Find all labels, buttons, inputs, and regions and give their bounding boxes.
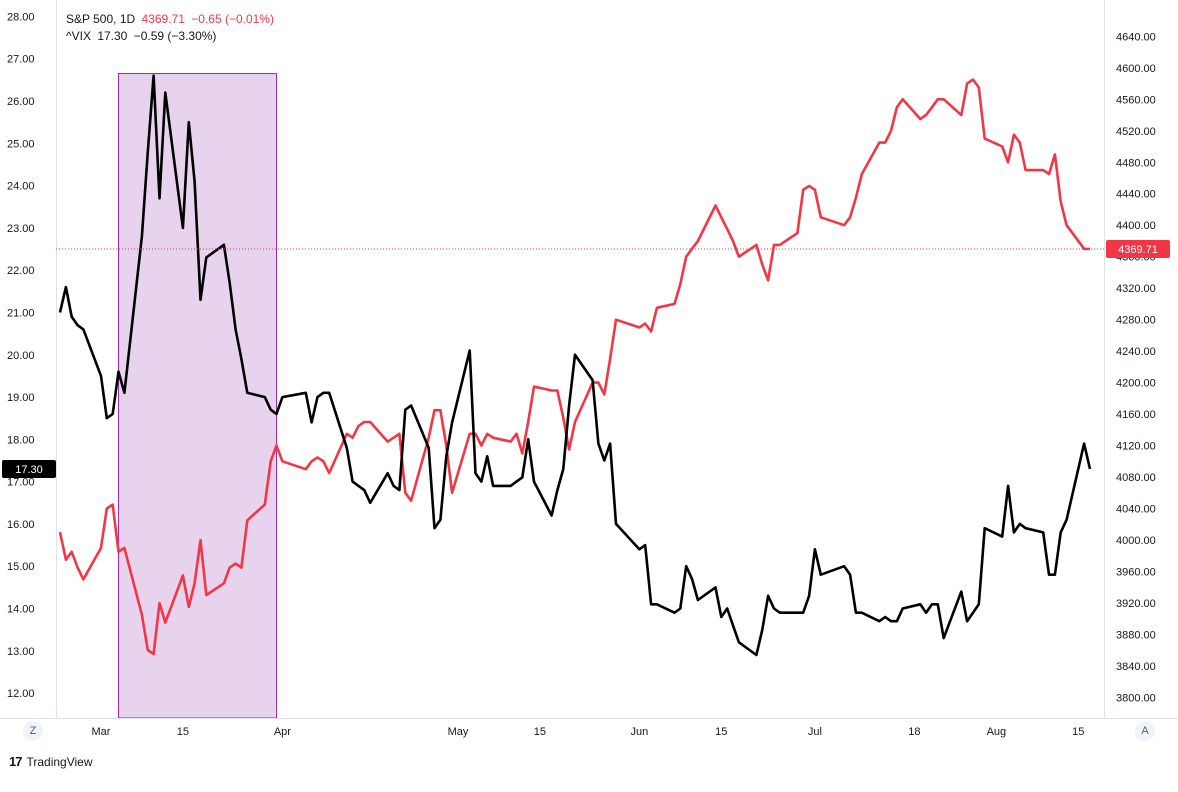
tradingview-name: TradingView xyxy=(26,754,93,769)
left-tick-label: 26.00 xyxy=(7,96,35,108)
tradingview-branding[interactable]: 17 TradingView xyxy=(9,754,93,769)
left-tick-label: 18.00 xyxy=(7,434,35,446)
right-tick-label: 3840.00 xyxy=(1116,661,1156,673)
right-tick-label: 4320.00 xyxy=(1116,283,1156,295)
x-tick-label: Aug xyxy=(987,726,1007,738)
series-line-vix[interactable] xyxy=(58,74,1092,657)
right-tick-label: 4240.00 xyxy=(1116,346,1156,358)
vix-price-badge-text: 17.30 xyxy=(15,464,43,476)
left-tick-label: 17.00 xyxy=(7,477,35,489)
x-tick-label: 15 xyxy=(1072,726,1084,738)
x-tick-label: 15 xyxy=(715,726,727,738)
right-tick-label: 4080.00 xyxy=(1116,472,1156,484)
left-tick-label: 23.00 xyxy=(7,223,35,235)
right-tick-label: 4120.00 xyxy=(1116,441,1156,453)
right-tick-label: 3960.00 xyxy=(1116,566,1156,578)
right-tick-label: 4280.00 xyxy=(1116,315,1156,327)
left-tick-label: 28.00 xyxy=(7,11,35,23)
auto-scale-left-button[interactable]: Z xyxy=(23,721,43,741)
tradingview-logo-icon: 17 xyxy=(9,754,23,769)
right-tick-label: 3800.00 xyxy=(1116,692,1156,704)
left-tick-label: 13.00 xyxy=(7,646,35,658)
right-tick-label: 3920.00 xyxy=(1116,598,1156,610)
sp500-price-badge xyxy=(1106,240,1170,259)
right-tick-label: 4440.00 xyxy=(1116,189,1156,201)
legend-sp500-row[interactable]: S&P 500, 1D 4369.71 −0.65 (−0.01%) xyxy=(66,11,277,28)
right-tick-label: 4520.00 xyxy=(1116,126,1156,138)
legend-vix-price: 17.30 xyxy=(97,29,128,43)
right-tick-label: 4040.00 xyxy=(1116,504,1156,516)
x-tick-label: Jul xyxy=(808,726,822,738)
left-tick-label: 24.00 xyxy=(7,181,35,193)
auto-scale-right-button[interactable]: A xyxy=(1135,721,1155,741)
x-tick-label: 15 xyxy=(534,726,546,738)
left-tick-label: 25.00 xyxy=(7,138,35,150)
right-tick-label: 4560.00 xyxy=(1116,94,1156,106)
right-tick-label: 4160.00 xyxy=(1116,409,1156,421)
x-tick-label: Mar xyxy=(91,726,110,738)
left-tick-label: 15.00 xyxy=(7,561,35,573)
right-tick-label: 4480.00 xyxy=(1116,157,1156,169)
legend-vix-row[interactable]: ^VIX 17.30 −0.59 (−3.30%) xyxy=(66,28,277,45)
right-tick-label: 4600.00 xyxy=(1116,63,1156,75)
x-tick-label: Apr xyxy=(274,726,291,738)
x-tick-label: Jun xyxy=(631,726,649,738)
x-tick-label: 18 xyxy=(908,726,920,738)
left-tick-label: 22.00 xyxy=(7,265,35,277)
left-tick-label: 16.00 xyxy=(7,519,35,531)
left-tick-label: 27.00 xyxy=(7,54,35,66)
legend-sp500-change: −0.65 (−0.01%) xyxy=(191,12,274,26)
right-tick-label: 4200.00 xyxy=(1116,378,1156,390)
right-tick-label: 4000.00 xyxy=(1116,535,1156,547)
left-tick-label: 14.00 xyxy=(7,604,35,616)
x-tick-label: May xyxy=(448,726,469,738)
legend: S&P 500, 1D 4369.71 −0.65 (−0.01%) ^VIX … xyxy=(66,11,277,45)
sp500-price-badge-text: 4369.71 xyxy=(1118,244,1158,256)
legend-vix-symbol: ^VIX xyxy=(66,29,91,43)
right-tick-label: 4640.00 xyxy=(1116,31,1156,43)
vix-price-badge xyxy=(2,459,56,478)
legend-sp500-symbol: S&P 500, 1D xyxy=(66,12,136,26)
left-tick-label: 20.00 xyxy=(7,350,35,362)
right-tick-label: 4400.00 xyxy=(1116,220,1156,232)
legend-vix-change: −0.59 (−3.30%) xyxy=(133,29,217,43)
right-tick-label: 3880.00 xyxy=(1116,629,1156,641)
left-tick-label: 19.00 xyxy=(7,392,35,404)
legend-sp500-price: 4369.71 xyxy=(141,12,185,26)
left-tick-label: 12.00 xyxy=(7,688,35,700)
left-tick-label: 21.00 xyxy=(7,307,35,319)
x-tick-label: 15 xyxy=(177,726,189,738)
